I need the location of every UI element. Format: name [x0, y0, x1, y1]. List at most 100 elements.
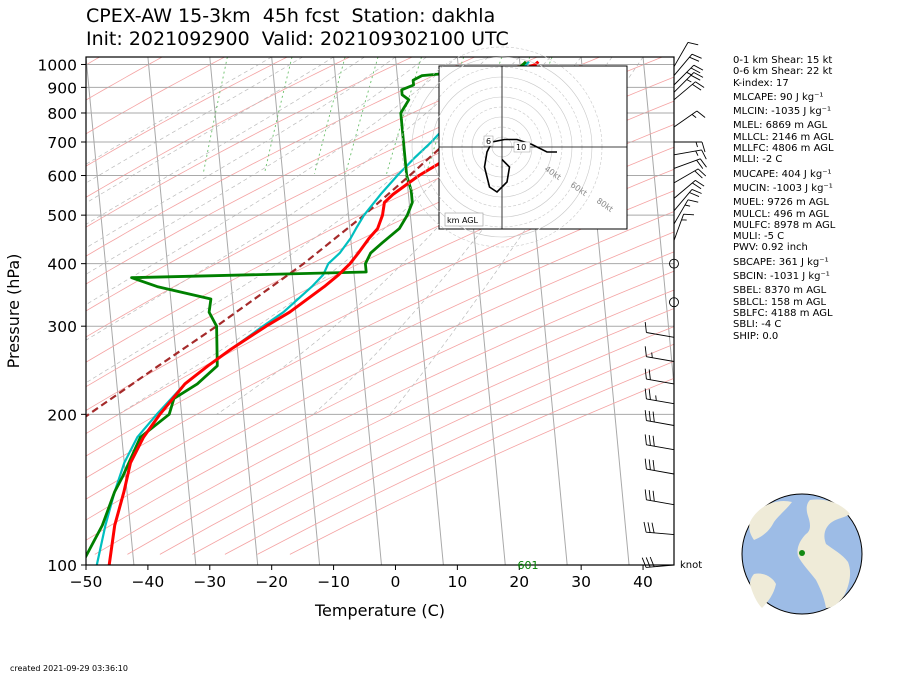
index-line: MLLFC: 4806 m AGL: [733, 143, 834, 155]
wind-barb: [673, 199, 699, 225]
index-line: SBLCL: 158 m AGL: [733, 296, 827, 308]
wind-barb: [673, 81, 705, 101]
y-tick-label: 200: [47, 406, 77, 424]
dry-adiabat: [86, 57, 475, 257]
dry-adiabat: [86, 76, 674, 363]
x-tick-label: 20: [509, 573, 529, 591]
wind-barb: [673, 64, 704, 86]
wind-barb: [644, 368, 675, 385]
wind-barb: [673, 213, 695, 241]
x-axis-label: Temperature (C): [314, 601, 445, 620]
index-line: MLLCL: 2146 m AGL: [733, 131, 834, 143]
station-marker: [799, 550, 805, 556]
index-line: MULI: -5 C: [733, 231, 785, 243]
index-line: MULFC: 8978 m AGL: [733, 219, 836, 231]
index-line: MLCAPE: 90 J kg⁻¹: [733, 91, 824, 103]
index-line: 0-1 km Shear: 15 kt: [733, 55, 833, 66]
index-line: K-index: 17: [733, 77, 789, 89]
globe-land-north-america: [749, 500, 792, 540]
index-line: SHIP: 0.0: [733, 330, 779, 342]
dry-adiabat: [192, 326, 674, 555]
y-tick-label: 100: [47, 557, 77, 575]
x-tick-label: −30: [193, 573, 226, 591]
mixing-ratio-line: [314, 57, 346, 174]
wind-barb: [674, 141, 706, 153]
dry-adiabat: [224, 343, 674, 555]
index-line: PWV: 0.92 inch: [733, 242, 808, 254]
chart-title-line-1: CPEX-AW 15-3km 45h fcst Station: dakhla: [86, 5, 496, 27]
moist-adiabat: [118, 57, 551, 415]
wind-barb: [673, 41, 699, 67]
dry-adiabat: [94, 270, 674, 555]
dry-adiabat: [86, 57, 225, 135]
isotherm-line: [147, 57, 197, 565]
dry-adiabat: [127, 289, 674, 555]
wind-barb: [644, 388, 675, 405]
index-line: MLEL: 6869 m AGL: [733, 120, 828, 132]
bottom-annotation: 601: [518, 559, 539, 572]
dry-adiabat: [86, 57, 350, 198]
wind-barb: [644, 346, 675, 362]
y-tick-label: 600: [47, 168, 77, 186]
index-line: SBCAPE: 361 J kg⁻¹: [733, 256, 829, 268]
moist-adiabat: [86, 57, 427, 275]
index-line: MLCIN: -1035 J kg⁻¹: [733, 106, 831, 118]
wind-barb: [673, 180, 705, 199]
dry-adiabat: [86, 190, 674, 479]
hodograph-height-box: [513, 141, 531, 153]
x-tick-label: 30: [571, 573, 591, 591]
wind-barb: [673, 158, 707, 169]
wind-barb: [643, 521, 675, 536]
index-line: MLLI: -2 C: [733, 154, 783, 166]
mixing-ratio-line: [345, 57, 379, 174]
index-line: MUCIN: -1003 J kg⁻¹: [733, 182, 833, 194]
calm-wind-circle: [669, 297, 679, 308]
mixing-ratio-line: [202, 57, 228, 174]
calm-wind-circle: [669, 258, 679, 269]
y-tick-label: 300: [47, 318, 77, 336]
mixing-ratio-line: [386, 57, 422, 174]
hodograph-height-label: 6: [486, 137, 491, 146]
dry-adiabat: [86, 57, 413, 228]
isotherm-line: [209, 57, 259, 565]
moist-adiabat: [216, 57, 582, 415]
index-line: MUCAPE: 404 J kg⁻¹: [733, 168, 832, 180]
hodograph-height-label: 10: [516, 143, 526, 152]
x-tick-label: 0: [391, 573, 401, 591]
chart-title-line-2: Init: 2021092900 Valid: 202109302100 UTC: [86, 28, 509, 50]
wind-barb: [644, 410, 675, 426]
dry-adiabat: [86, 211, 674, 500]
moist-adiabat: [86, 57, 489, 341]
dewpoint-profile-line: [86, 60, 527, 560]
location-globe: [741, 493, 863, 615]
moist-adiabat: [86, 57, 303, 184]
wind-barb: [673, 149, 707, 160]
y-tick-label: 900: [47, 79, 77, 97]
hodograph-trace: [483, 138, 557, 194]
dry-adiabat: [86, 251, 674, 541]
axes: −50 −40 −30 −20 −10 0 10 20 30 40 100 200 300 400 500 6…: [38, 56, 653, 591]
wind-barb: [641, 556, 675, 568]
dry-adiabat: [86, 57, 163, 101]
wind-barb: [644, 489, 675, 506]
wind-barb: [644, 434, 675, 451]
index-line: SBEL: 8370 m AGL: [733, 285, 827, 297]
index-line: SBLFC: 4188 m AGL: [733, 307, 833, 319]
index-line: MUEL: 9726 m AGL: [733, 197, 829, 209]
hodograph-agl-label: km AGL: [447, 216, 479, 225]
y-axis-label: Pressure (hPa): [4, 254, 23, 369]
y-tick-label: 700: [47, 134, 77, 152]
globe-land-europe-africa: [797, 499, 851, 608]
wind-barb: [673, 188, 702, 212]
index-line: MULCL: 496 m AGL: [733, 208, 829, 220]
index-line: SBLI: -4 C: [733, 319, 782, 331]
dry-adiabat: [86, 57, 288, 167]
wind-barb: [673, 168, 707, 184]
dry-adiabat: [86, 231, 674, 521]
index-line: 0-6 km Shear: 22 kt: [733, 66, 833, 78]
x-tick-label: 40: [633, 573, 653, 591]
index-line: SBCIN: -1031 J kg⁻¹: [733, 271, 830, 283]
created-timestamp: created 2021-09-29 03:36:10: [10, 664, 128, 673]
y-tick-label: 1000: [38, 56, 77, 74]
